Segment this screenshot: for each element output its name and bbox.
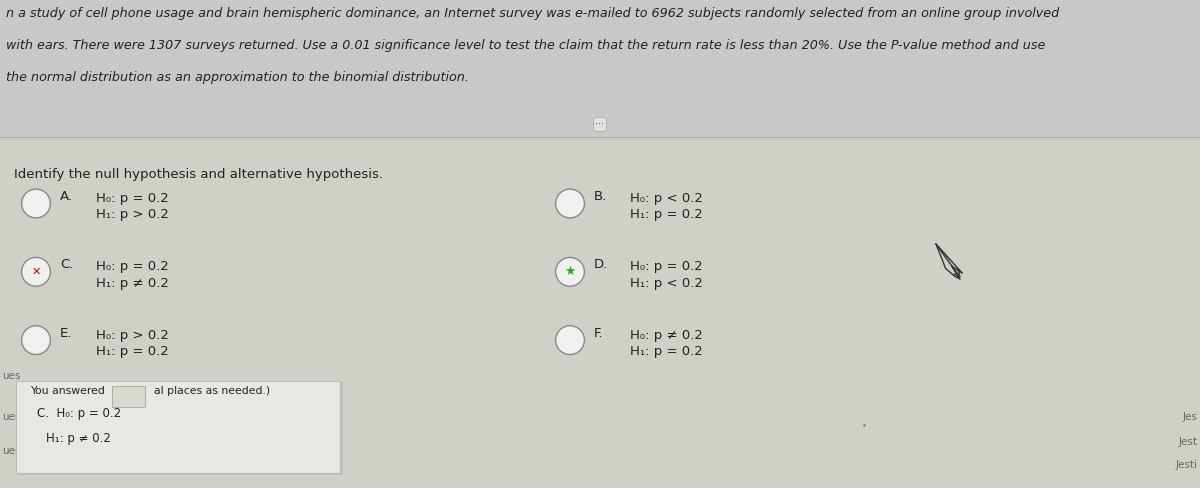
Text: H₁: p = 0.2: H₁: p = 0.2 [96,345,169,358]
Text: with ears. There were 1307 surveys returned. Use a 0.01 significance level to te: with ears. There were 1307 surveys retur… [6,39,1045,52]
Text: C.: C. [60,259,73,271]
Text: H₀: p = 0.2: H₀: p = 0.2 [96,261,169,273]
Text: Identify the null hypothesis and alternative hypothesis.: Identify the null hypothesis and alterna… [14,168,384,182]
Text: You answered: You answered [30,386,104,396]
Ellipse shape [22,189,50,218]
Text: B.: B. [594,190,607,203]
Ellipse shape [556,257,584,286]
Text: Jesti: Jesti [1176,460,1198,469]
Text: H₀: p = 0.2: H₀: p = 0.2 [630,261,703,273]
FancyBboxPatch shape [112,386,145,407]
Text: H₁: p = 0.2: H₁: p = 0.2 [630,345,703,358]
Text: ues: ues [2,412,20,422]
Text: H₁: p = 0.2: H₁: p = 0.2 [630,208,703,221]
Text: H₁: p < 0.2: H₁: p < 0.2 [630,277,703,289]
Text: H₀: p > 0.2: H₀: p > 0.2 [96,329,169,342]
Text: Jest: Jest [1178,437,1198,447]
Ellipse shape [22,257,50,286]
Text: D.: D. [594,259,608,271]
Text: n a study of cell phone usage and brain hemispheric dominance, an Internet surve: n a study of cell phone usage and brain … [6,7,1060,20]
Text: E.: E. [60,327,72,340]
Text: Jes: Jes [1183,412,1198,422]
Text: ★: ★ [564,265,576,278]
Text: C.  H₀: p = 0.2: C. H₀: p = 0.2 [37,407,121,421]
Text: H₁: p > 0.2: H₁: p > 0.2 [96,208,169,221]
Text: H₀: p ≠ 0.2: H₀: p ≠ 0.2 [630,329,703,342]
Text: ues: ues [2,447,20,456]
FancyBboxPatch shape [16,381,340,473]
Ellipse shape [22,325,50,355]
Text: the normal distribution as an approximation to the binomial distribution.: the normal distribution as an approximat… [6,71,469,84]
FancyBboxPatch shape [19,382,343,475]
Text: F.: F. [594,327,604,340]
Text: H₁: p ≠ 0.2: H₁: p ≠ 0.2 [46,432,110,445]
Text: ues: ues [2,371,20,381]
Text: H₀: p < 0.2: H₀: p < 0.2 [630,192,703,205]
Ellipse shape [556,325,584,355]
Text: H₁: p ≠ 0.2: H₁: p ≠ 0.2 [96,277,169,289]
Text: al places as needed.): al places as needed.) [154,386,270,396]
Text: H₀: p = 0.2: H₀: p = 0.2 [96,192,169,205]
Text: ✕: ✕ [31,267,41,277]
FancyBboxPatch shape [0,137,1200,488]
Text: ···: ··· [595,120,605,129]
Text: A.: A. [60,190,73,203]
FancyBboxPatch shape [0,0,1200,137]
Ellipse shape [556,189,584,218]
